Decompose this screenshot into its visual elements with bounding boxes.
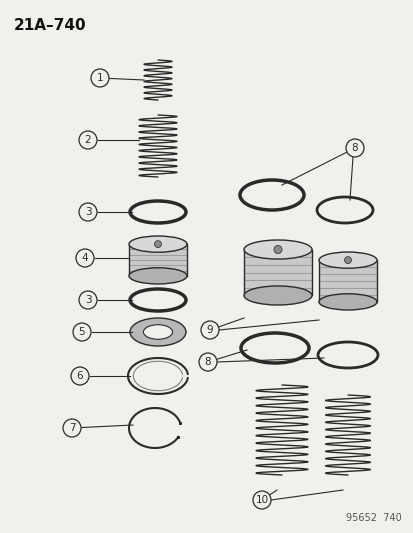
- Circle shape: [73, 323, 91, 341]
- Circle shape: [63, 419, 81, 437]
- Circle shape: [154, 240, 161, 248]
- Ellipse shape: [130, 318, 185, 346]
- Ellipse shape: [318, 252, 376, 268]
- Ellipse shape: [243, 286, 311, 305]
- Ellipse shape: [129, 236, 187, 252]
- Circle shape: [199, 353, 216, 371]
- Text: 9: 9: [206, 325, 213, 335]
- Bar: [318, 260, 376, 302]
- Text: 2: 2: [85, 135, 91, 145]
- Ellipse shape: [129, 268, 187, 284]
- Ellipse shape: [143, 325, 172, 340]
- Bar: [243, 249, 311, 295]
- Text: 5: 5: [78, 327, 85, 337]
- Circle shape: [79, 203, 97, 221]
- Text: 95652  740: 95652 740: [345, 513, 401, 523]
- Text: 10: 10: [255, 495, 268, 505]
- Bar: [129, 244, 187, 276]
- Circle shape: [252, 491, 271, 509]
- Text: 8: 8: [351, 143, 357, 153]
- Text: 6: 6: [76, 371, 83, 381]
- Text: 8: 8: [204, 357, 211, 367]
- Text: 7: 7: [69, 423, 75, 433]
- Ellipse shape: [243, 240, 311, 259]
- Text: 3: 3: [85, 207, 91, 217]
- Circle shape: [71, 367, 89, 385]
- Circle shape: [76, 249, 94, 267]
- Text: 21A–740: 21A–740: [14, 18, 86, 33]
- Ellipse shape: [318, 294, 376, 310]
- Text: 3: 3: [85, 295, 91, 305]
- Circle shape: [79, 291, 97, 309]
- Circle shape: [273, 245, 281, 254]
- Text: 1: 1: [97, 73, 103, 83]
- Text: 4: 4: [81, 253, 88, 263]
- Circle shape: [79, 131, 97, 149]
- Circle shape: [91, 69, 109, 87]
- Circle shape: [201, 321, 218, 339]
- Circle shape: [344, 257, 351, 264]
- Circle shape: [345, 139, 363, 157]
